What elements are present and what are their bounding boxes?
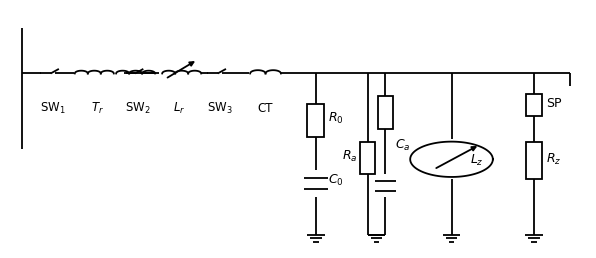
Text: SP: SP: [546, 97, 561, 110]
Text: SW$_2$: SW$_2$: [125, 101, 150, 116]
Bar: [360, 142, 375, 174]
Text: $C_0$: $C_0$: [328, 173, 343, 188]
Text: $L_r$: $L_r$: [173, 101, 185, 116]
Text: $L_z$: $L_z$: [470, 153, 484, 168]
Bar: [526, 142, 542, 179]
Text: SW$_1$: SW$_1$: [40, 101, 66, 116]
Text: $C_a$: $C_a$: [395, 138, 410, 153]
Text: CT: CT: [258, 102, 274, 115]
Bar: [378, 96, 393, 129]
Bar: [526, 94, 542, 116]
Text: $R_a$: $R_a$: [342, 149, 357, 164]
Text: $R_z$: $R_z$: [546, 152, 561, 167]
Bar: [308, 104, 324, 136]
Text: T$_r$: T$_r$: [91, 101, 104, 116]
Text: $R_0$: $R_0$: [328, 111, 343, 126]
Text: SW$_3$: SW$_3$: [207, 101, 233, 116]
